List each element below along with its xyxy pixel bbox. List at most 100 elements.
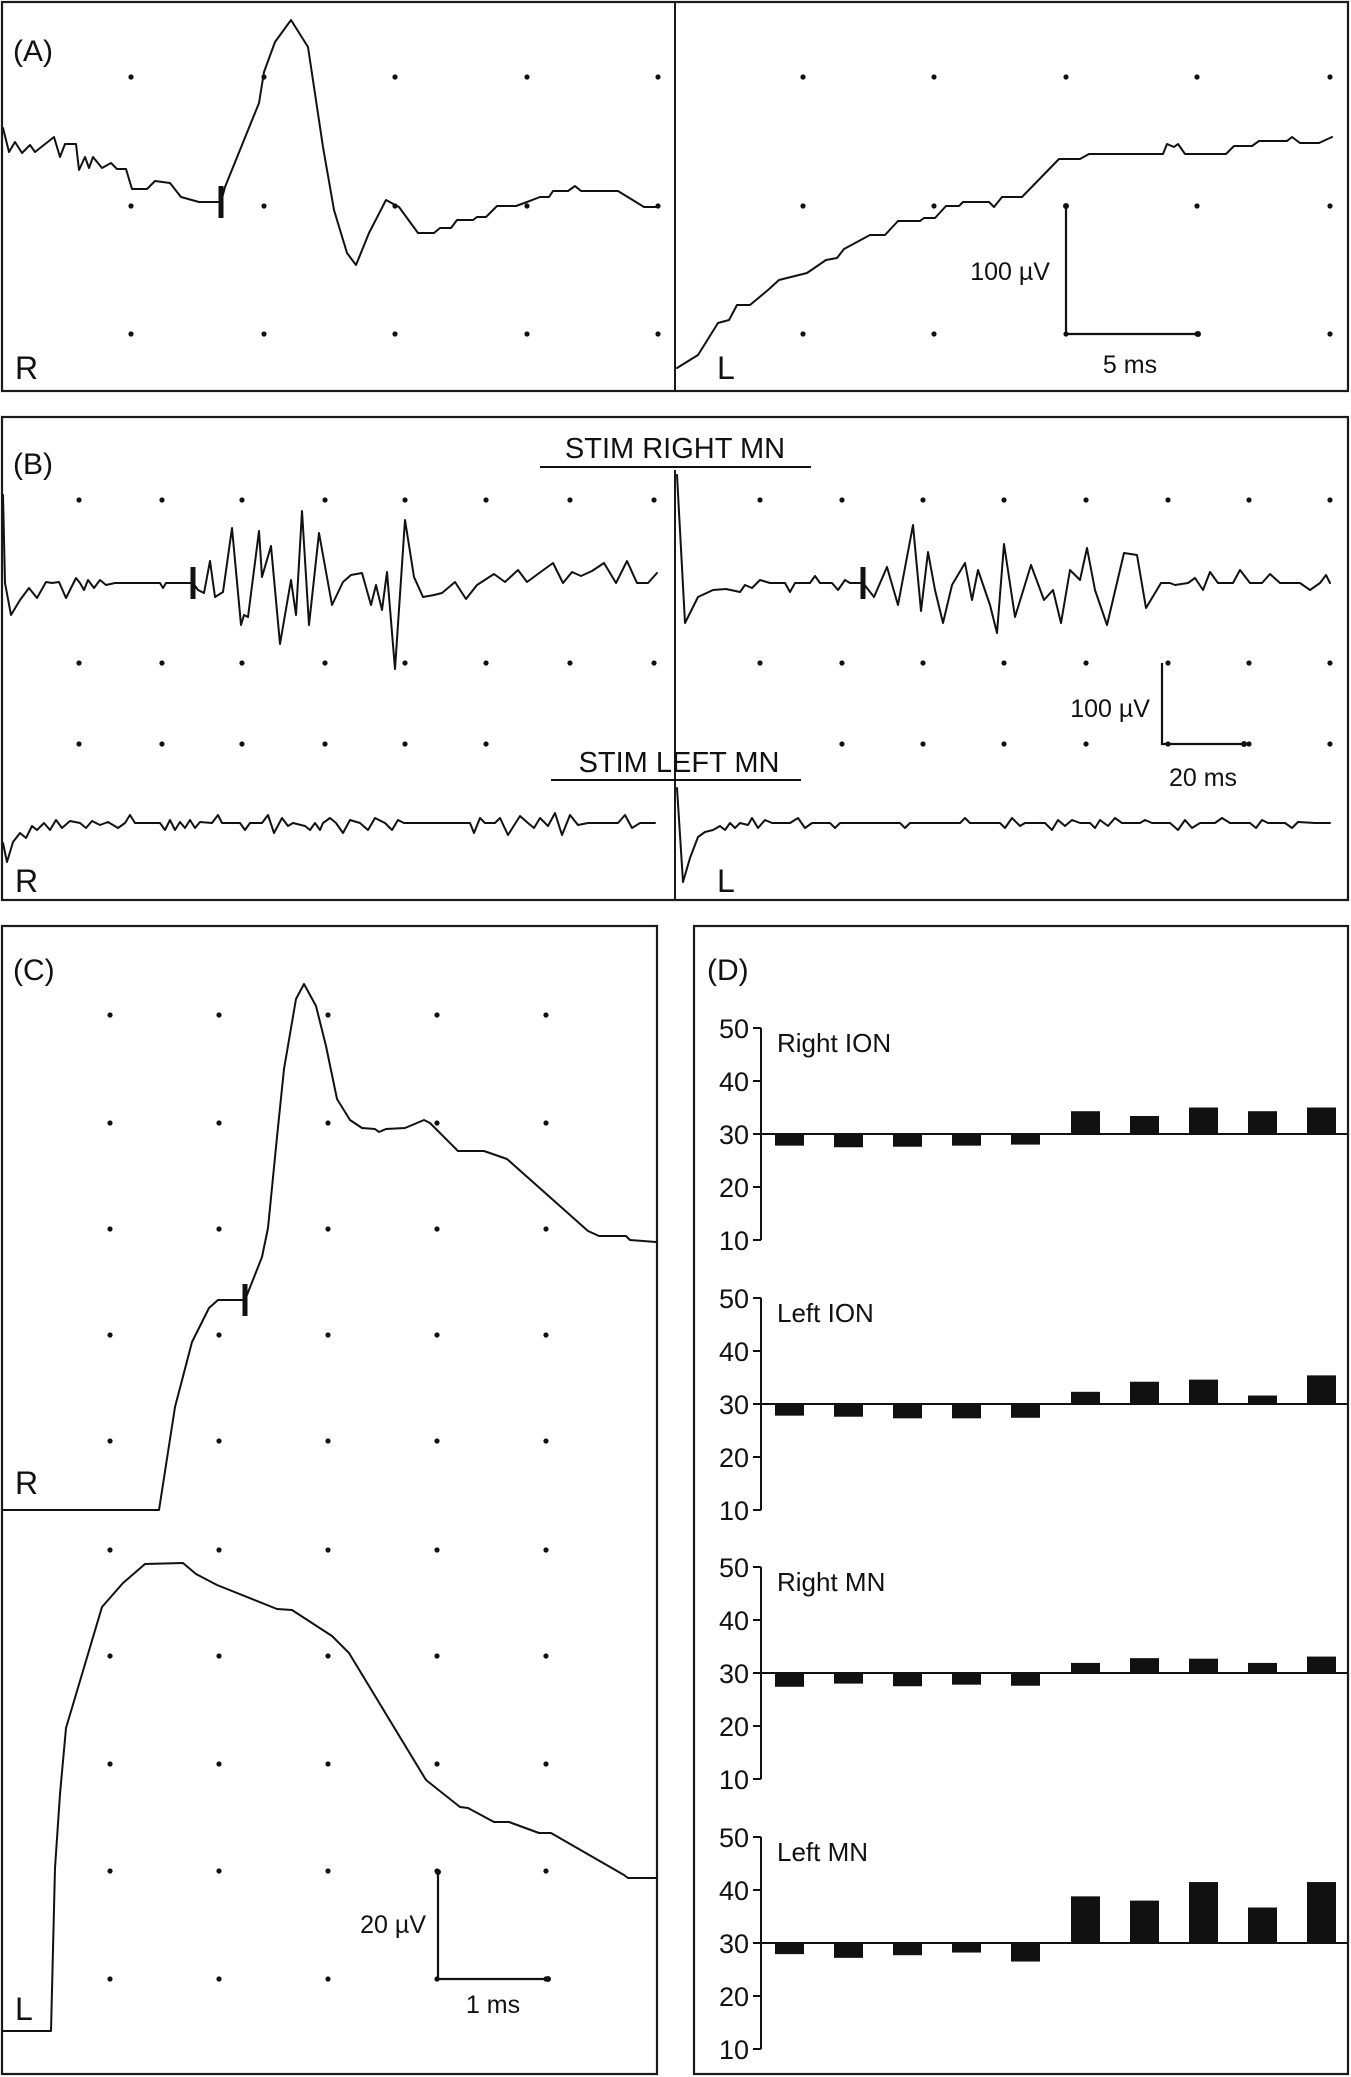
grid-dot	[800, 74, 806, 80]
grid-dot	[839, 741, 845, 747]
grid-dot	[651, 497, 657, 503]
grid-dot	[543, 1332, 549, 1338]
panel-a-label: (A)	[13, 35, 53, 68]
grid-dot	[757, 497, 763, 503]
grid-dot	[216, 1653, 222, 1659]
y-tick-label: 40	[719, 1337, 749, 1367]
grid-dot	[434, 1761, 440, 1767]
grid-dot	[239, 660, 245, 666]
grid-dot	[524, 331, 530, 337]
bar	[1130, 1900, 1159, 1943]
grid-dot	[107, 1761, 113, 1767]
grid-dot	[322, 660, 328, 666]
y-tick-label: 20	[719, 1443, 749, 1473]
stim-left-mn-title: STIM LEFT MN	[579, 747, 780, 779]
grid-dot	[1083, 497, 1089, 503]
grid-dot	[216, 1547, 222, 1553]
bar	[952, 1404, 981, 1419]
bar	[775, 1134, 804, 1146]
panel-a-amplitude-scale: 100 µV	[970, 258, 1050, 286]
panel-c-amplitude-scale: 20 µV	[360, 1911, 426, 1939]
grid-dot	[1327, 331, 1333, 337]
scale-bar-endpoint	[1195, 331, 1201, 337]
grid-dot	[1327, 741, 1333, 747]
panel-c-scale-bar	[436, 1872, 548, 1981]
bar	[775, 1943, 804, 1955]
grid-dot	[159, 741, 165, 747]
grid-dot	[325, 1976, 331, 1982]
grid-dot	[239, 497, 245, 503]
trace-stim-left-mn-r	[2, 812, 656, 863]
grid-dot	[216, 1868, 222, 1874]
grid-dot	[325, 1332, 331, 1338]
grid-dot	[107, 1226, 113, 1232]
grid-dot	[216, 1438, 222, 1444]
trace-stim-right-mn-l	[676, 474, 1331, 634]
grid-dot	[216, 1761, 222, 1767]
grid-dot	[216, 1332, 222, 1338]
grid-dot	[107, 1653, 113, 1659]
grid-dot	[434, 1438, 440, 1444]
bar	[952, 1134, 981, 1146]
stim-right-mn-title: STIM RIGHT MN	[565, 433, 785, 465]
grid-dot	[128, 331, 134, 337]
grid-dot	[1063, 74, 1069, 80]
bar	[834, 1404, 863, 1417]
grid-dot	[322, 497, 328, 503]
panel-a-traces	[2, 19, 1333, 369]
bar	[1011, 1673, 1040, 1686]
bar	[1248, 1395, 1277, 1404]
bar	[893, 1673, 922, 1687]
panel-b: (B) STIM RIGHT MN STIM LEFT MN R L 100 µ…	[0, 415, 1350, 902]
grid-dot	[931, 74, 937, 80]
panel-d-bar-charts: 10 20 30 40 50 Right ION 10 20 30 40 50 Left ION 10 2…	[719, 1014, 1348, 2065]
bar	[834, 1943, 863, 1958]
bar	[1011, 1134, 1040, 1145]
bar-chart-right-mn: 10 20 30 40 50 Right MN	[719, 1553, 1348, 1795]
y-tick-label: 40	[719, 1876, 749, 1906]
grid-dot	[76, 660, 82, 666]
bar	[893, 1404, 922, 1419]
grid-dot	[76, 497, 82, 503]
grid-dot	[483, 741, 489, 747]
bar	[1071, 1896, 1100, 1943]
grid-dot	[655, 331, 661, 337]
subplot-title: Right MN	[777, 1567, 885, 1597]
scale-bar-endpoint	[545, 1976, 551, 1982]
bar	[1130, 1115, 1159, 1134]
grid-dot	[434, 1012, 440, 1018]
grid-dot	[543, 1438, 549, 1444]
panel-d: (D) 10 20 30 40 50 Right ION 10 20 30 40 50 Left IO…	[692, 924, 1350, 2076]
grid-dot	[483, 660, 489, 666]
grid-dot	[216, 1976, 222, 1982]
panel-b-traces	[2, 474, 1331, 883]
y-tick-label: 20	[719, 1173, 749, 1203]
bar	[1011, 1943, 1040, 1962]
grid-dot	[757, 660, 763, 666]
bar	[1071, 1111, 1100, 1134]
grid-dot	[1246, 660, 1252, 666]
grid-dot	[483, 497, 489, 503]
bar	[1248, 1111, 1277, 1134]
grid-dot	[159, 497, 165, 503]
grid-dot	[1165, 660, 1171, 666]
grid-dot	[567, 497, 573, 503]
grid-dot	[107, 1868, 113, 1874]
grid-dot	[655, 74, 661, 80]
grid-dot	[543, 1653, 549, 1659]
bar	[1071, 1391, 1100, 1404]
grid-dot	[325, 1653, 331, 1659]
panel-c-time-scale: 1 ms	[466, 1991, 520, 2019]
grid-dot	[543, 1868, 549, 1874]
grid-dot	[434, 1653, 440, 1659]
grid-dot	[1327, 497, 1333, 503]
y-tick-label: 10	[719, 1765, 749, 1795]
grid-dot	[839, 660, 845, 666]
y-tick-label: 40	[719, 1606, 749, 1636]
panel-a-scale-bar	[1064, 206, 1198, 336]
grid-dot	[1327, 660, 1333, 666]
bar	[1189, 1658, 1218, 1673]
grid-dot	[1327, 74, 1333, 80]
y-tick-label: 30	[719, 1659, 749, 1689]
scale-bar-endpoint	[435, 1869, 441, 1875]
